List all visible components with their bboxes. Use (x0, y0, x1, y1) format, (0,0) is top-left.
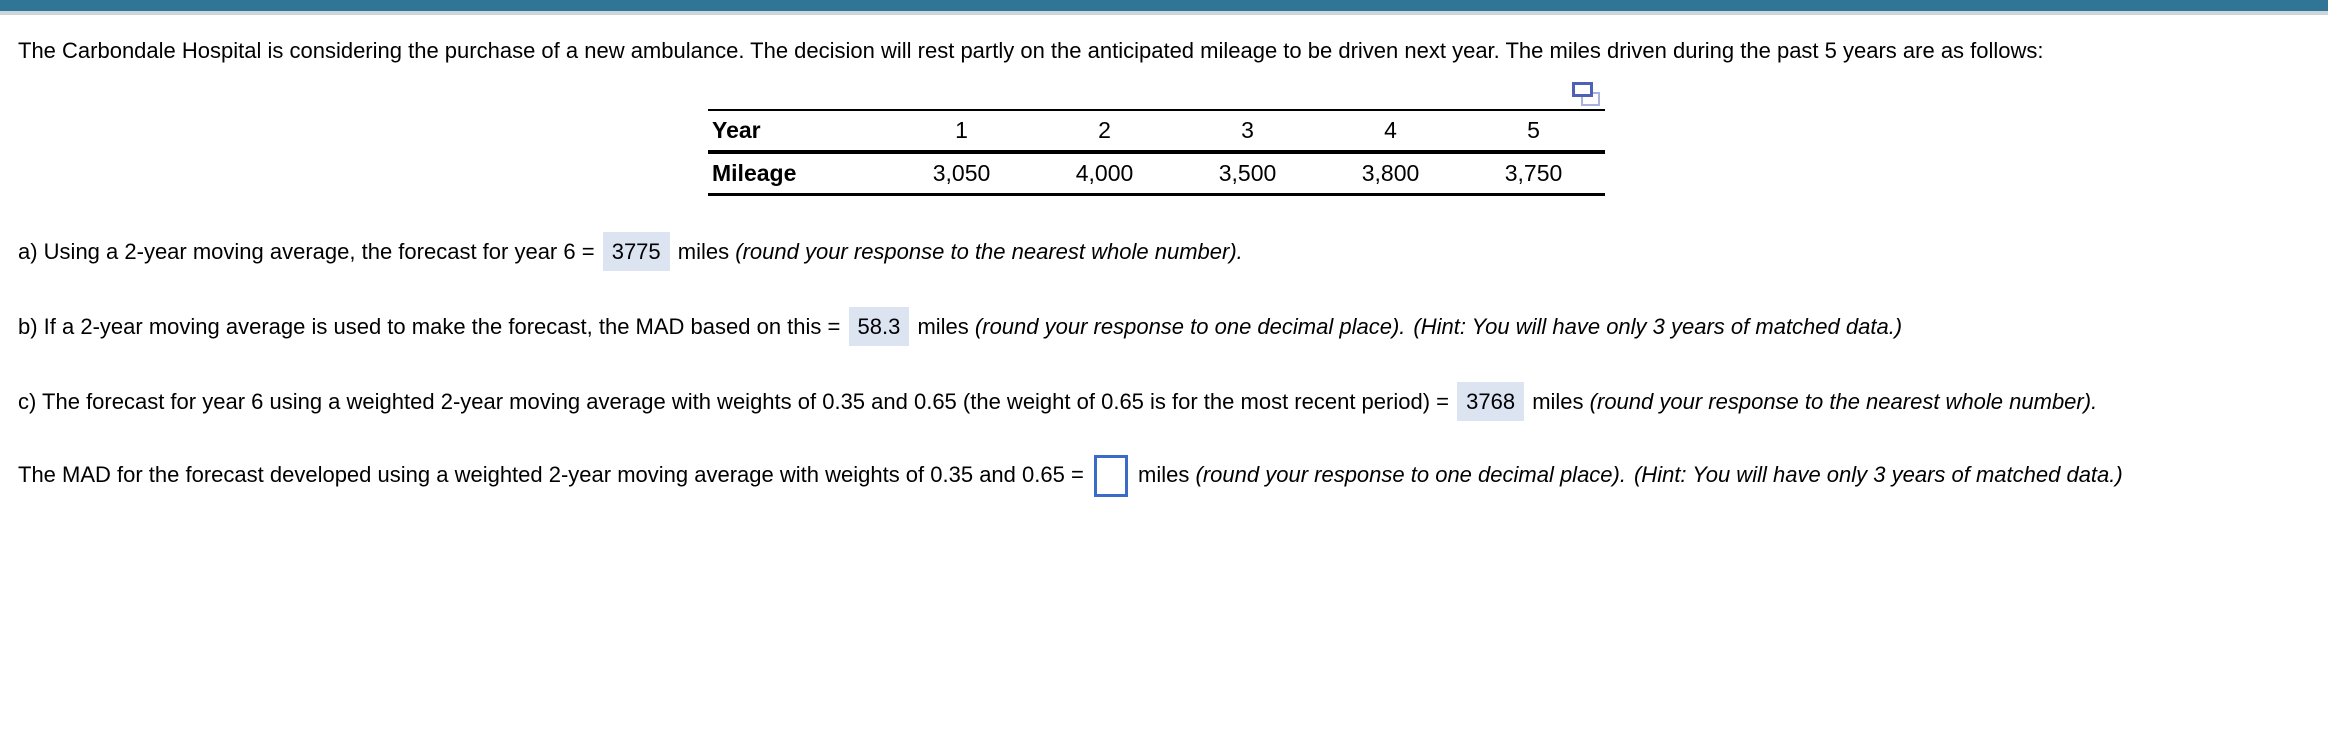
part-b-note: (round your response to one decimal plac… (974, 314, 1406, 339)
duplicate-window-icon-front (1572, 82, 1593, 97)
mileage-row-header: Mileage (712, 160, 797, 186)
question-part-c: c) The forecast for year 6 using a weigh… (18, 382, 2310, 421)
answer-box-c[interactable]: 3768 (1457, 382, 1525, 421)
part-b-unit: miles (917, 314, 969, 339)
duplicate-window-icon[interactable] (1571, 81, 1601, 107)
part-c-note: (round your response to the nearest whol… (1589, 389, 2098, 414)
part-d-hint: (Hint: You will have only 3 years of mat… (1633, 461, 2123, 487)
problem-statement: The Carbondale Hospital is considering t… (18, 38, 2044, 63)
answer-input-mad-weighted[interactable] (1093, 455, 1128, 497)
part-b-hint: (Hint: You will have only 3 years of mat… (1413, 314, 1903, 339)
top-divider (0, 11, 2328, 15)
mileage-cell: 4,000 (1075, 160, 1134, 186)
mileage-cell: 3,750 (1504, 160, 1563, 186)
year-cell: 5 (1527, 117, 1540, 143)
year-cell: 4 (1384, 117, 1397, 143)
mileage-table-section: Year 1 2 3 4 5 Mileage 3,050 4,000 3,500… (708, 79, 1605, 196)
part-a-unit: miles (677, 239, 730, 264)
answer-box-a[interactable]: 3775 (602, 232, 670, 271)
year-cell: 2 (1098, 117, 1111, 143)
table-row-year: Year 1 2 3 4 5 (708, 110, 1605, 152)
year-cell: 3 (1241, 117, 1254, 143)
window-top-bar (0, 0, 2328, 11)
part-c-text: c) The forecast for year 6 using a weigh… (18, 389, 1449, 414)
part-d-text: The MAD for the forecast developed using… (18, 461, 1084, 487)
question-part-b: b) If a 2-year moving average is used to… (18, 307, 2310, 346)
mileage-cell: 3,500 (1218, 160, 1277, 186)
question-content: The Carbondale Hospital is considering t… (0, 35, 2328, 497)
mileage-cell: 3,800 (1361, 160, 1420, 186)
mileage-cell: 3,050 (932, 160, 991, 186)
part-d-unit: miles (1138, 461, 1190, 487)
part-b-text: b) If a 2-year moving average is used to… (18, 314, 841, 339)
year-row-header: Year (712, 117, 761, 143)
question-part-d: The MAD for the forecast developed using… (18, 455, 2310, 497)
part-a-note: (round your response to the nearest whol… (735, 239, 1243, 264)
mileage-data-table: Year 1 2 3 4 5 Mileage 3,050 4,000 3,500… (708, 109, 1605, 196)
part-c-unit: miles (1532, 389, 1584, 414)
table-toolbar (708, 79, 1601, 109)
part-d-note: (round your response to one decimal plac… (1195, 461, 1626, 487)
answer-box-b[interactable]: 58.3 (848, 307, 910, 346)
part-a-text: a) Using a 2-year moving average, the fo… (18, 239, 595, 264)
year-cell: 1 (955, 117, 968, 143)
table-row-mileage: Mileage 3,050 4,000 3,500 3,800 3,750 (708, 152, 1605, 195)
question-part-a: a) Using a 2-year moving average, the fo… (18, 232, 2310, 271)
